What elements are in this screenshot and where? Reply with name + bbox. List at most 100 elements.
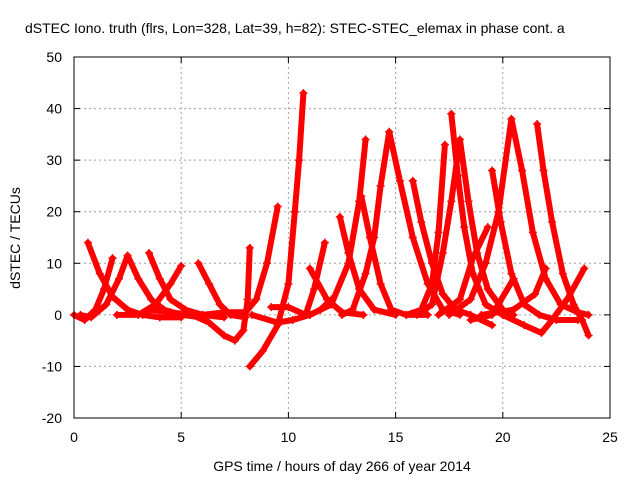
data-point	[220, 308, 229, 317]
data-point	[205, 318, 214, 327]
data-point	[370, 233, 379, 242]
data-point	[447, 109, 456, 118]
x-tick-label: 5	[177, 429, 185, 445]
data-point	[488, 166, 497, 175]
data-point	[335, 212, 344, 221]
data-point	[76, 310, 85, 319]
series-arc25	[499, 265, 588, 336]
data-point	[177, 261, 186, 270]
data-point	[87, 313, 96, 322]
series-arc26	[478, 265, 549, 318]
data-point	[288, 316, 297, 325]
data-point	[402, 310, 411, 319]
y-tick-label: 40	[46, 101, 62, 117]
data-point	[466, 316, 475, 325]
x-tick-label: 20	[495, 429, 511, 445]
data-point	[558, 269, 567, 278]
data-point	[344, 259, 353, 268]
data-point	[305, 264, 314, 273]
data-point	[284, 303, 293, 312]
plot-border	[73, 56, 611, 419]
data-point	[507, 114, 516, 123]
x-tick-label: 10	[281, 429, 297, 445]
data-point	[247, 310, 256, 319]
data-point	[434, 228, 443, 237]
data-point	[387, 305, 396, 314]
data-point	[220, 331, 229, 340]
data-point	[537, 328, 546, 337]
data-point	[245, 362, 254, 371]
data-point	[518, 166, 527, 175]
data-point	[267, 303, 276, 312]
data-point	[395, 176, 404, 185]
data-point	[145, 305, 154, 314]
data-point	[494, 207, 503, 216]
data-point	[466, 295, 475, 304]
data-point	[239, 326, 248, 335]
data-point	[252, 295, 261, 304]
data-point	[187, 310, 196, 319]
data-point	[230, 336, 239, 345]
data-point	[509, 274, 518, 283]
data-point	[548, 316, 557, 325]
data-point	[539, 166, 548, 175]
y-tick-label: 10	[46, 255, 62, 271]
data-point	[488, 310, 497, 319]
data-point	[299, 89, 308, 98]
data-point	[528, 228, 537, 237]
x-tick-label: 15	[388, 429, 404, 445]
data-point	[166, 308, 175, 317]
data-point	[428, 300, 437, 309]
data-point	[408, 176, 417, 185]
data-point	[541, 264, 550, 273]
data-point	[123, 251, 132, 260]
y-tick-label: 20	[46, 204, 62, 220]
data-point	[460, 223, 469, 232]
data-point	[198, 310, 207, 319]
data-point	[245, 243, 254, 252]
data-point	[134, 274, 143, 283]
data-point	[361, 135, 370, 144]
data-point	[376, 181, 385, 190]
data-point	[548, 218, 557, 227]
data-point	[440, 140, 449, 149]
data-point	[488, 321, 497, 330]
data-point	[243, 295, 252, 304]
data-point	[348, 305, 357, 314]
x-tick-label: 25	[602, 429, 618, 445]
data-point	[145, 248, 154, 257]
data-point	[258, 346, 267, 355]
data-point	[483, 285, 492, 294]
data-point	[357, 192, 366, 201]
y-tick-label: 0	[54, 307, 62, 323]
data-point	[509, 305, 518, 314]
data-point	[569, 300, 578, 309]
data-point	[481, 300, 490, 309]
y-tick-label: -10	[42, 358, 62, 374]
x-axis-label: GPS time / hours of day 266 of year 2014	[213, 458, 471, 474]
data-point	[273, 318, 282, 327]
data-point	[468, 254, 477, 263]
data-point	[438, 290, 447, 299]
data-point	[194, 259, 203, 268]
data-point	[483, 223, 492, 232]
data-point	[115, 274, 124, 283]
data-point	[166, 295, 175, 304]
data-point	[108, 254, 117, 263]
data-point	[112, 310, 121, 319]
data-point	[417, 218, 426, 227]
data-point	[241, 308, 250, 317]
data-point	[507, 269, 516, 278]
data-point	[273, 202, 282, 211]
series-arc6	[195, 260, 249, 321]
data-point	[155, 313, 164, 322]
data-point	[102, 300, 111, 309]
data-point	[262, 259, 271, 268]
series-arc22	[435, 224, 491, 318]
data-point	[376, 279, 385, 288]
data-point	[464, 197, 473, 206]
data-point	[455, 135, 464, 144]
data-point	[584, 331, 593, 340]
data-point	[155, 274, 164, 283]
